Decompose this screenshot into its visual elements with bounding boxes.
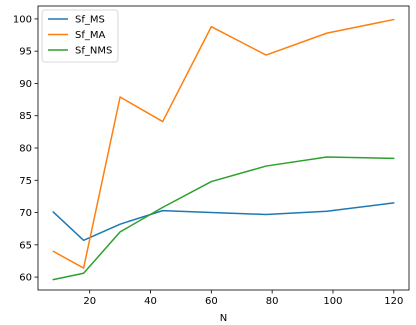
legend-label-sf-nms: Sf_NMS	[75, 46, 112, 57]
x-tick-label: 100	[323, 296, 342, 307]
y-tick-label: 70	[19, 208, 32, 219]
y-tick-label: 75	[19, 176, 32, 187]
series-layer	[52, 18, 395, 281]
x-tick-label: 80	[266, 296, 279, 307]
series-line-sf-nms	[52, 156, 395, 281]
x-tick-label: 20	[83, 296, 96, 307]
y-tick-label: 80	[19, 144, 32, 155]
x-tick-label: 120	[384, 296, 403, 307]
legend-box	[41, 9, 119, 63]
legend: Sf_MS Sf_MA Sf_NMS	[41, 9, 119, 63]
series-line-sf-ma	[52, 18, 395, 269]
y-tick-label: 90	[19, 79, 32, 90]
x-tick-label: 40	[144, 296, 157, 307]
y-tick-label: 100	[13, 14, 32, 25]
x-tick-label: 60	[205, 296, 218, 307]
legend-label-sf-ms: Sf_MS	[75, 15, 105, 26]
axes-layer: 20 40 60 80 100 120 60 65 70 75 80 85 90 95 100	[13, 5, 410, 307]
y-tick-label: 65	[19, 240, 32, 251]
y-tick-label: 60	[19, 273, 32, 284]
y-tick-label: 85	[19, 111, 32, 122]
x-axis-label: N	[220, 313, 227, 324]
legend-label-sf-ma: Sf_MA	[75, 30, 105, 41]
y-tick-label: 95	[19, 47, 32, 58]
